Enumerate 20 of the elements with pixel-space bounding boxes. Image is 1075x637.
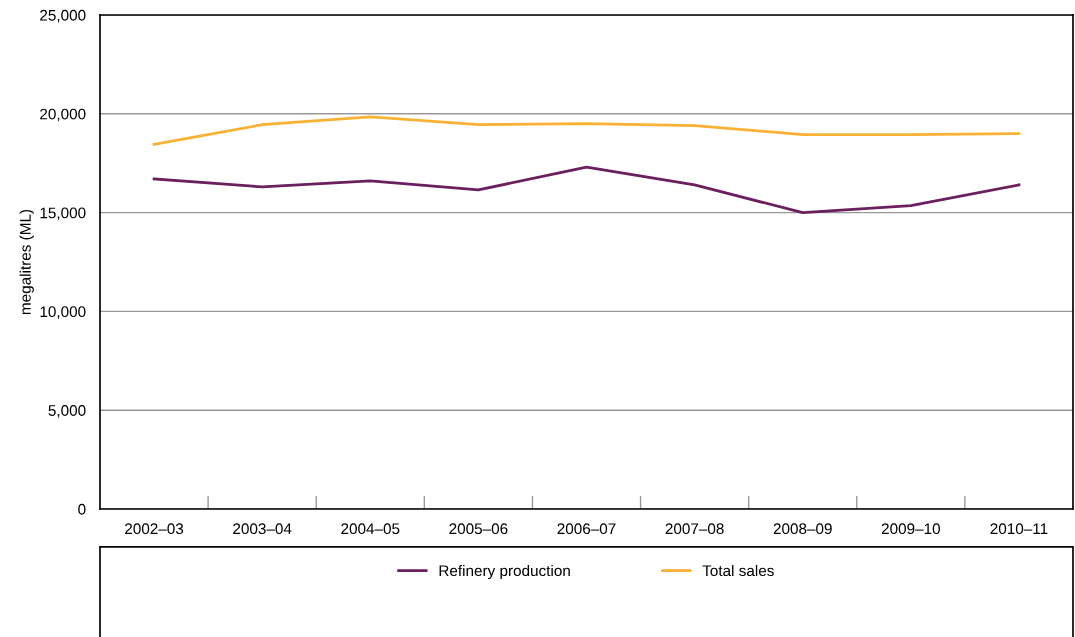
legend-label: Total sales	[702, 564, 774, 577]
y-axis-title: megalitres (ML)	[19, 209, 34, 315]
legend-label: Refinery production	[439, 564, 570, 580]
y-tick-label: 10,000	[40, 306, 86, 319]
x-tick-label: 2009–10	[881, 523, 940, 535]
x-tick-label: 2006–07	[557, 523, 616, 535]
x-tick-label: 2008–09	[773, 523, 832, 535]
x-tick-label: 2005–06	[449, 523, 508, 535]
x-tick-label: 2004–05	[341, 523, 400, 535]
y-tick-label: 5,000	[48, 405, 86, 418]
y-tick-label: 15,000	[40, 207, 86, 221]
x-tick-label: 2007–08	[665, 523, 724, 535]
x-tick-label: 2002–03	[125, 523, 184, 535]
y-tick-label: 0	[78, 503, 86, 515]
y-tick-label: 20,000	[40, 108, 86, 122]
y-tick-label: 25,000	[40, 9, 86, 23]
line-series	[152, 115, 1021, 146]
x-tick-label: 2003–04	[233, 523, 292, 535]
line-series	[152, 165, 1021, 214]
x-tick-label: 2010–11	[990, 523, 1048, 535]
